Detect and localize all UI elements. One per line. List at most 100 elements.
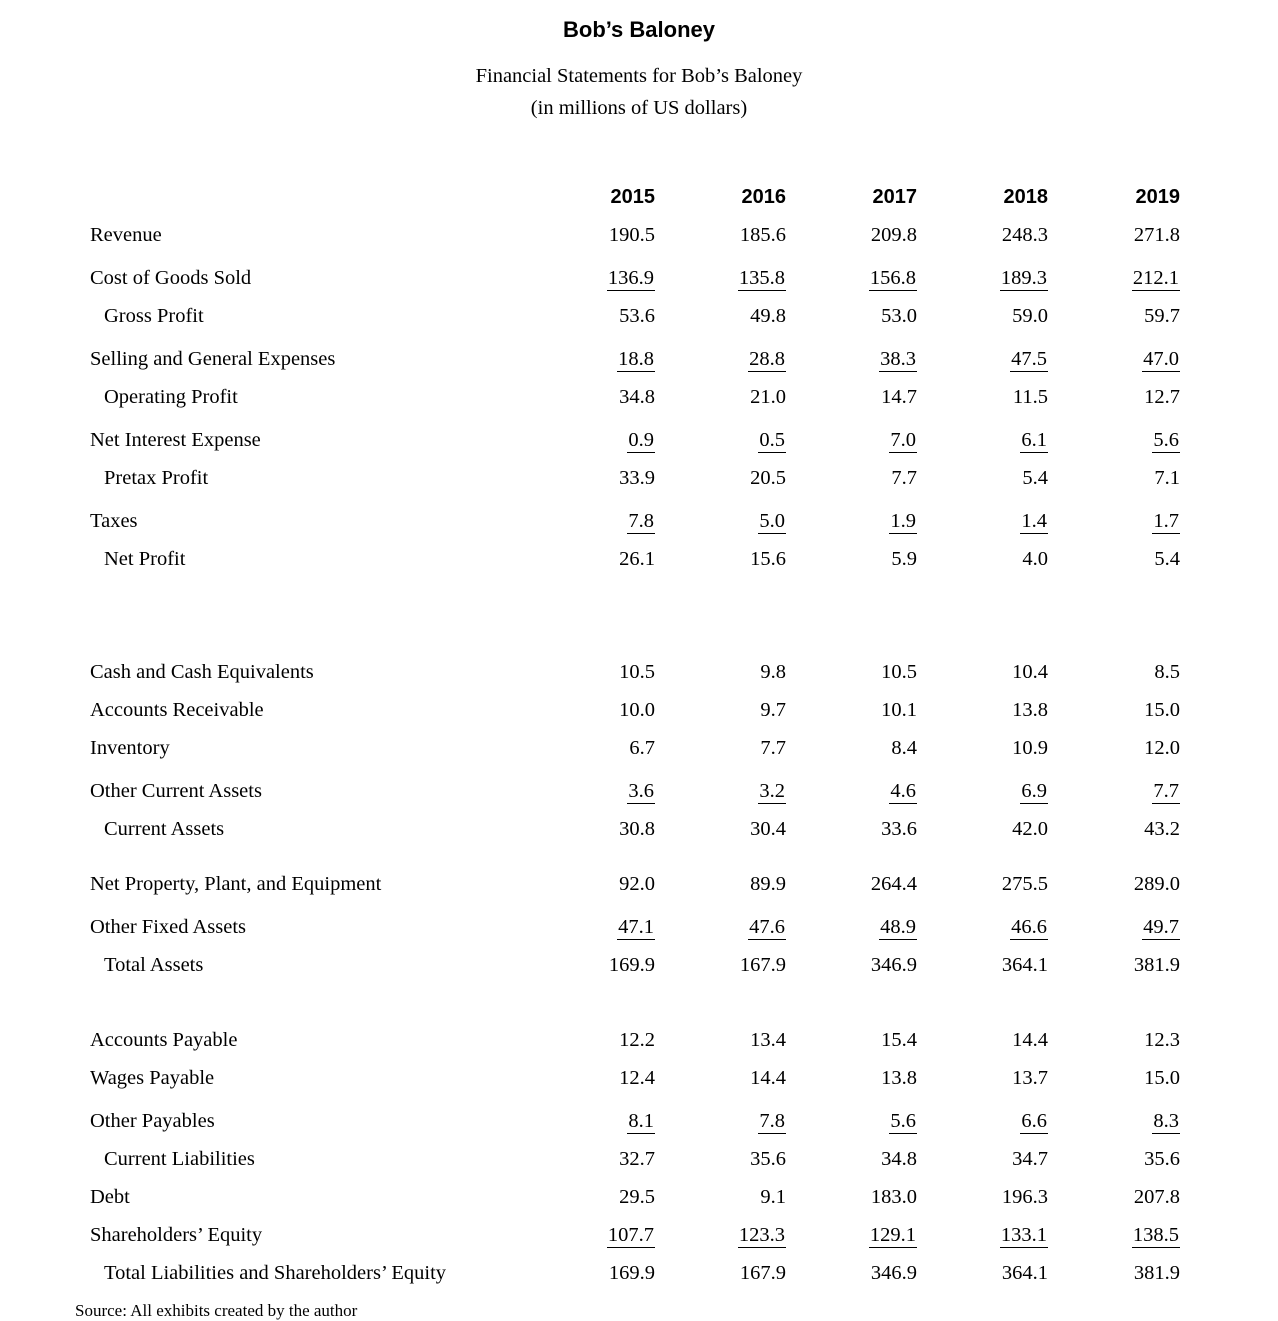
cell-value: 7.8 — [627, 510, 655, 534]
cell-value: 34.8 — [619, 386, 655, 408]
row-label: Total Assets — [104, 954, 204, 976]
cell-value: 271.8 — [1133, 224, 1180, 246]
cell-value: 42.0 — [1012, 818, 1048, 840]
financial-table-body: Revenue 190.5 185.6 209.8 248.3 271.8 Cost of … — [90, 216, 1180, 1292]
cell-value: 10.5 — [619, 661, 655, 683]
row-label: Other Fixed Assets — [90, 916, 247, 938]
cell-value: 89.9 — [750, 873, 786, 895]
cell-value: 18.8 — [617, 348, 655, 372]
cell-value: 133.1 — [999, 1224, 1048, 1248]
cell-value: 3.2 — [758, 780, 786, 804]
cell-value: 47.5 — [1010, 348, 1048, 372]
cell-value: 8.1 — [627, 1110, 655, 1134]
source-footnote: Source: All exhibits created by the auth… — [75, 1301, 358, 1320]
cell-value: 136.9 — [606, 267, 655, 291]
row-label: Total Liabilities and Shareholders’ Equi… — [104, 1262, 447, 1284]
cell-value: 49.8 — [750, 305, 786, 327]
cell-value: 7.7 — [891, 467, 917, 489]
row-label: Accounts Payable — [90, 1029, 238, 1051]
cell-value: 12.3 — [1144, 1029, 1180, 1051]
row-label: Revenue — [90, 224, 162, 246]
cell-value: 135.8 — [737, 267, 786, 291]
cell-value: 8.5 — [1154, 661, 1180, 683]
row-label: Shareholders’ Equity — [90, 1224, 263, 1246]
table-row: Total Assets 169.9 167.9 346.9 364.1 381.9 — [90, 946, 1180, 984]
cell-value: 59.0 — [1012, 305, 1048, 327]
cell-value: 7.1 — [1154, 467, 1180, 489]
cell-value: 13.7 — [1012, 1067, 1048, 1089]
table-row: Other Fixed Assets 47.1 47.6 48.9 46.6 49.7 — [90, 903, 1180, 946]
table-row: Gross Profit 53.6 49.8 53.0 59.0 59.7 — [90, 297, 1180, 335]
cell-value: 13.8 — [1012, 699, 1048, 721]
table-row: Net Property, Plant, and Equipment 92.0 89… — [90, 848, 1180, 903]
table-row: Net Profit 26.1 15.6 5.9 4.0 5.4 — [90, 540, 1180, 578]
cell-value: 209.8 — [870, 224, 917, 246]
cell-value: 9.1 — [760, 1186, 786, 1208]
table-row: Inventory 6.7 7.7 8.4 10.9 12.0 — [90, 729, 1180, 767]
cell-value: 138.5 — [1131, 1224, 1180, 1248]
cell-value: 53.6 — [619, 305, 655, 327]
cell-value: 33.6 — [881, 818, 917, 840]
cell-value: 34.7 — [1012, 1148, 1048, 1170]
cell-value: 34.8 — [881, 1148, 917, 1170]
cell-value: 5.4 — [1154, 548, 1180, 570]
table-row: Current Liabilities 32.7 35.6 34.8 34.7 35.6 — [90, 1140, 1180, 1178]
subtitle-line-2: (in millions of US dollars) — [530, 97, 748, 119]
cell-value: 43.2 — [1144, 818, 1180, 840]
year-header-row: 2015 2016 2017 2018 2019 — [90, 178, 1181, 216]
row-label: Pretax Profit — [104, 467, 209, 489]
page-subtitle: Financial Statements for Bob’s Baloney (… — [0, 60, 1278, 124]
cell-value: 15.6 — [750, 548, 786, 570]
cell-value: 12.2 — [619, 1029, 655, 1051]
cell-value: 10.9 — [1012, 737, 1048, 759]
year-header: 2015 — [610, 186, 656, 208]
cell-value: 13.8 — [881, 1067, 917, 1089]
row-label: Operating Profit — [104, 386, 238, 408]
cell-value: 169.9 — [608, 1262, 655, 1284]
cell-value: 10.5 — [881, 661, 917, 683]
cell-value: 212.1 — [1131, 267, 1180, 291]
table-row: Other Current Assets 3.6 3.2 4.6 6.9 7.7 — [90, 767, 1180, 810]
cell-value: 5.6 — [889, 1110, 917, 1134]
cell-value: 4.6 — [889, 780, 917, 804]
row-label: Other Current Assets — [90, 780, 262, 802]
cell-value: 1.7 — [1152, 510, 1180, 534]
cell-value: 21.0 — [750, 386, 786, 408]
cell-value: 10.1 — [881, 699, 917, 721]
cell-value: 3.6 — [627, 780, 655, 804]
cell-value: 1.4 — [1020, 510, 1048, 534]
cell-value: 12.0 — [1144, 737, 1180, 759]
row-label: Debt — [90, 1186, 130, 1208]
cell-value: 32.7 — [619, 1148, 655, 1170]
cell-value: 26.1 — [619, 548, 655, 570]
table-row: Total Liabilities and Shareholders’ Equi… — [90, 1254, 1180, 1292]
year-header: 2019 — [1135, 186, 1181, 208]
table-row: Pretax Profit 33.9 20.5 7.7 5.4 7.1 — [90, 459, 1180, 497]
cell-value: 381.9 — [1133, 954, 1180, 976]
row-label: Net Property, Plant, and Equipment — [90, 873, 382, 895]
cell-value: 10.0 — [619, 699, 655, 721]
cell-value: 9.7 — [760, 699, 786, 721]
row-label: Net Interest Expense — [90, 429, 261, 451]
cell-value: 14.4 — [750, 1067, 786, 1089]
cell-value: 30.4 — [750, 818, 786, 840]
row-label: Gross Profit — [104, 305, 204, 327]
cell-value: 49.7 — [1142, 916, 1180, 940]
table-row: Revenue 190.5 185.6 209.8 248.3 271.8 — [90, 216, 1180, 254]
cell-value: 196.3 — [1001, 1186, 1048, 1208]
cell-value: 346.9 — [870, 954, 917, 976]
cell-value: 46.6 — [1010, 916, 1048, 940]
cell-value: 13.4 — [750, 1029, 786, 1051]
cell-value: 11.5 — [1012, 386, 1048, 408]
cell-value: 59.7 — [1144, 305, 1180, 327]
year-header: 2016 — [741, 186, 787, 208]
cell-value: 53.0 — [881, 305, 917, 327]
cell-value: 189.3 — [999, 267, 1048, 291]
cell-value: 5.9 — [891, 548, 917, 570]
cell-value: 14.7 — [881, 386, 917, 408]
table-row: Debt 29.5 9.1 183.0 196.3 207.8 — [90, 1178, 1180, 1216]
table-row: Cash and Cash Equivalents 10.5 9.8 10.5 10.4… — [90, 578, 1180, 691]
table-row: Net Interest Expense 0.9 0.5 7.0 6.1 5.6 — [90, 416, 1180, 459]
cell-value: 8.4 — [891, 737, 917, 759]
cell-value: 47.0 — [1142, 348, 1180, 372]
